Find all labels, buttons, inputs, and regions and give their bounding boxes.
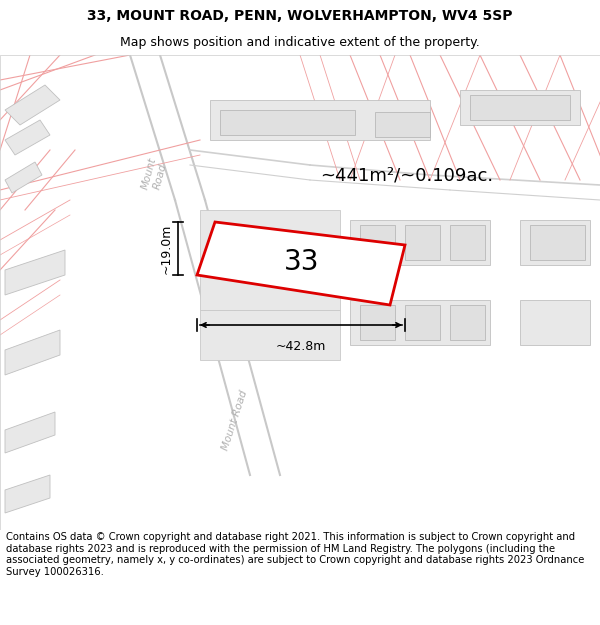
Text: Mount Road: Mount Road — [221, 389, 250, 451]
Polygon shape — [200, 310, 340, 360]
Polygon shape — [520, 220, 590, 265]
Polygon shape — [375, 112, 430, 137]
Polygon shape — [405, 225, 440, 260]
Polygon shape — [5, 85, 60, 125]
Polygon shape — [200, 260, 340, 310]
Polygon shape — [220, 110, 355, 135]
Text: ~19.0m: ~19.0m — [160, 223, 173, 274]
Polygon shape — [405, 305, 440, 340]
Polygon shape — [360, 305, 395, 340]
Polygon shape — [460, 90, 580, 125]
Text: ~441m²/~0.109ac.: ~441m²/~0.109ac. — [320, 166, 493, 184]
Polygon shape — [197, 222, 405, 305]
Polygon shape — [470, 95, 570, 120]
Polygon shape — [5, 120, 50, 155]
Polygon shape — [5, 250, 65, 295]
Text: 33: 33 — [284, 248, 320, 276]
Polygon shape — [200, 210, 340, 260]
Polygon shape — [5, 330, 60, 375]
Polygon shape — [350, 220, 490, 265]
Text: Map shows position and indicative extent of the property.: Map shows position and indicative extent… — [120, 36, 480, 49]
Polygon shape — [350, 300, 490, 345]
Text: 33, MOUNT ROAD, PENN, WOLVERHAMPTON, WV4 5SP: 33, MOUNT ROAD, PENN, WOLVERHAMPTON, WV4… — [87, 9, 513, 24]
Text: Mount
Road: Mount Road — [140, 156, 170, 194]
Polygon shape — [5, 162, 42, 193]
Polygon shape — [210, 100, 430, 140]
Polygon shape — [360, 225, 395, 260]
Text: Contains OS data © Crown copyright and database right 2021. This information is : Contains OS data © Crown copyright and d… — [6, 532, 584, 577]
Polygon shape — [5, 475, 50, 513]
Polygon shape — [450, 305, 485, 340]
Polygon shape — [450, 225, 485, 260]
Polygon shape — [530, 225, 585, 260]
Polygon shape — [5, 412, 55, 453]
Text: ~42.8m: ~42.8m — [276, 340, 326, 353]
Polygon shape — [520, 300, 590, 345]
